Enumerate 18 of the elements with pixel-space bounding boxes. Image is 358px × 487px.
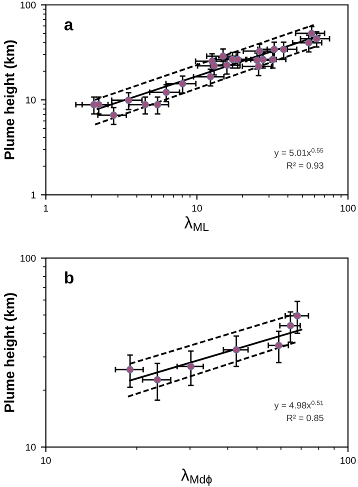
annotation: R² = 0.85 bbox=[287, 414, 324, 422]
annotation: y = 5.01x$^{0.55}$ bbox=[274, 148, 324, 158]
y-tick-label: 10 bbox=[26, 444, 36, 451]
annotation: a bbox=[64, 21, 74, 30]
annotation: y = 4.98x$^{0.51}$ bbox=[274, 400, 324, 410]
y-tick-label: 10 bbox=[26, 96, 36, 104]
annotation: R² = 0.93 bbox=[287, 162, 324, 169]
y-axis-title: Plume height (km) bbox=[4, 293, 18, 412]
x-axis-title: λ$_{ML}$ bbox=[184, 216, 209, 231]
y-axis-title: Plume height (km) bbox=[4, 40, 18, 160]
x-axis-title: λ$_{Mdϕ}$ bbox=[181, 468, 212, 486]
x-tick-label: 1 bbox=[44, 204, 48, 212]
y-tick-label: 100 bbox=[20, 2, 36, 8]
annotation: b bbox=[65, 271, 74, 284]
y-tick-label: 1 bbox=[31, 192, 36, 198]
y-tick-label: 100 bbox=[20, 254, 36, 262]
x-tick-label: 100 bbox=[340, 204, 356, 212]
x-tick-label: 10 bbox=[192, 204, 202, 212]
